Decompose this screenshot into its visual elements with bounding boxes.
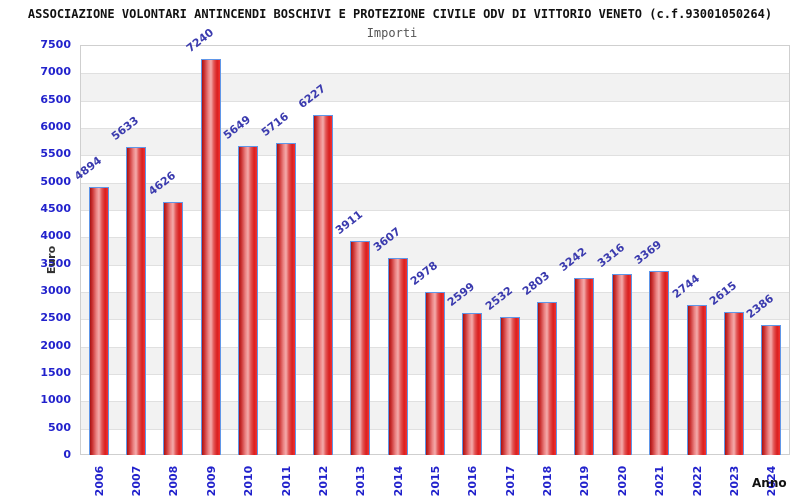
- plot-band: [81, 210, 789, 237]
- bar: [425, 292, 445, 455]
- y-tick-label: 6000: [40, 120, 71, 133]
- chart-subtitle: Importi: [366, 26, 418, 40]
- y-tick-label: 7000: [40, 65, 71, 79]
- gridline: [81, 264, 789, 266]
- gridline: [81, 73, 789, 75]
- y-tick-label: 0: [63, 448, 71, 461]
- y-tick-label: 7500: [40, 38, 71, 51]
- y-tick-label: 4000: [40, 229, 71, 243]
- bar: [350, 241, 371, 455]
- plot-area: [80, 45, 790, 455]
- plot-band: [81, 73, 789, 101]
- bar: [238, 146, 259, 455]
- gridline: [81, 182, 789, 184]
- plot-band: [81, 128, 789, 156]
- y-tick-label: 5500: [40, 147, 71, 161]
- plot-band: [81, 182, 789, 210]
- bar: [723, 312, 744, 455]
- y-tick-label: 5000: [40, 174, 71, 188]
- y-tick-label: 3000: [40, 284, 71, 297]
- gridline: [81, 155, 789, 157]
- bar: [761, 324, 782, 455]
- gridline: [81, 100, 789, 102]
- plot-band: [81, 101, 789, 128]
- bar: [126, 147, 147, 455]
- plot-band: [81, 155, 789, 182]
- bar: [462, 312, 483, 455]
- y-axis-title: Euro: [44, 245, 58, 275]
- gridline: [81, 237, 789, 239]
- gridline: [81, 210, 789, 211]
- bar: [275, 142, 296, 455]
- x-axis-title: Anno: [752, 476, 787, 490]
- bar: [312, 114, 333, 455]
- bar: [537, 301, 558, 455]
- plot-band: [81, 237, 789, 265]
- bar: [163, 202, 184, 455]
- gridline: [81, 128, 789, 129]
- bar: [499, 316, 520, 455]
- bar: [200, 59, 221, 455]
- bar: [611, 273, 632, 455]
- bar: [649, 270, 670, 455]
- bar: [387, 257, 408, 455]
- y-tick-label: 2000: [40, 338, 71, 352]
- y-tick-label: 4500: [40, 202, 71, 215]
- y-tick-label: 3500: [40, 256, 71, 270]
- y-tick-label: 1500: [40, 366, 71, 379]
- bar: [574, 277, 595, 455]
- y-tick-label: 2500: [40, 311, 71, 325]
- y-tick-label: 500: [48, 420, 71, 434]
- bar: [686, 304, 707, 455]
- bar: [88, 187, 109, 455]
- y-tick-label: 1000: [40, 393, 71, 407]
- chart-title: ASSOCIAZIONE VOLONTARI ANTINCENDI BOSCHI…: [27, 7, 773, 21]
- y-tick-label: 6500: [40, 92, 71, 106]
